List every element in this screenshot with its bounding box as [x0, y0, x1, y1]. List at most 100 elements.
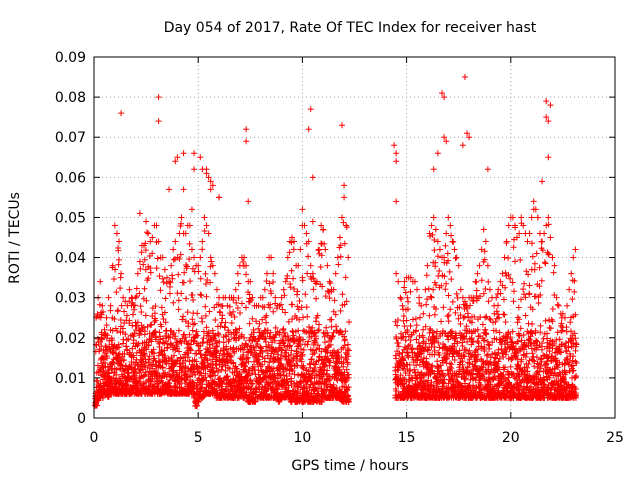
data-point [228, 353, 235, 360]
data-point [168, 262, 175, 269]
data-point [113, 230, 120, 237]
data-point [180, 387, 187, 394]
data-point [201, 359, 208, 366]
data-point [232, 286, 239, 293]
data-point [123, 337, 130, 344]
data-point [221, 324, 228, 331]
data-point [300, 314, 307, 321]
data-point [270, 308, 277, 315]
data-point [209, 262, 216, 269]
data-point [190, 296, 197, 303]
data-point [272, 324, 279, 331]
data-point [178, 339, 185, 346]
data-point [192, 331, 199, 338]
data-point [130, 333, 137, 340]
data-point [197, 275, 204, 282]
data-point [238, 300, 245, 307]
data-point [193, 358, 200, 365]
data-point [202, 312, 209, 319]
data-point [118, 270, 125, 277]
data-point [161, 266, 168, 273]
data-point [278, 352, 285, 359]
data-point [145, 230, 152, 237]
data-point [147, 265, 154, 272]
data-point [285, 318, 292, 325]
data-point [293, 357, 300, 364]
data-point [167, 334, 174, 341]
data-point [189, 378, 196, 385]
data-point [203, 293, 210, 300]
data-point [159, 275, 166, 282]
data-point [282, 278, 289, 285]
data-point [271, 337, 278, 344]
data-point [179, 367, 186, 374]
data-point [276, 356, 283, 363]
data-point [141, 351, 148, 358]
data-point [264, 330, 271, 337]
data-point [234, 270, 241, 277]
data-point [175, 271, 182, 278]
data-point [113, 371, 120, 378]
data-point [220, 339, 227, 346]
data-point [176, 255, 183, 262]
data-point [276, 329, 283, 336]
data-point [113, 289, 120, 296]
data-point [169, 275, 176, 282]
data-point [238, 331, 245, 338]
data-point [143, 218, 150, 225]
data-point [170, 246, 177, 253]
data-point [159, 339, 166, 346]
data-point [159, 254, 166, 261]
data-point [136, 290, 143, 297]
data-point [279, 306, 286, 313]
data-point [141, 328, 148, 335]
data-point [299, 364, 306, 371]
data-point [228, 311, 235, 318]
data-point [233, 365, 240, 372]
data-point [142, 371, 149, 378]
data-point [142, 240, 149, 247]
data-point [249, 294, 256, 301]
data-point [175, 306, 182, 313]
data-point [251, 347, 258, 354]
data-point [251, 398, 258, 405]
data-point [145, 356, 152, 363]
data-point [241, 362, 248, 369]
data-point [161, 347, 168, 354]
data-point [150, 383, 157, 390]
data-point [244, 343, 251, 350]
data-point [101, 326, 108, 333]
data-point [194, 310, 201, 317]
data-point [290, 332, 297, 339]
data-point [236, 325, 243, 332]
data-point [264, 352, 271, 359]
data-point [283, 349, 290, 356]
data-point [156, 273, 163, 280]
data-point [109, 262, 116, 269]
data-point [223, 387, 230, 394]
data-point [288, 366, 295, 373]
data-point [162, 352, 169, 359]
data-point [296, 297, 303, 304]
data-point [283, 373, 290, 380]
data-point [149, 375, 156, 382]
data-point [237, 310, 244, 317]
data-point [224, 373, 231, 380]
data-point [296, 379, 303, 386]
data-point [269, 368, 276, 375]
data-point [233, 299, 240, 306]
data-point [211, 304, 218, 311]
data-point [231, 314, 238, 321]
data-point [136, 258, 143, 265]
data-point [186, 256, 193, 263]
data-point [116, 238, 123, 245]
data-point [193, 328, 200, 335]
data-point [201, 227, 208, 234]
data-point [263, 367, 270, 374]
data-point [273, 348, 280, 355]
data-point [231, 378, 238, 385]
data-point [295, 327, 302, 334]
data-point [123, 343, 130, 350]
data-point [184, 309, 191, 316]
data-point [263, 388, 270, 395]
